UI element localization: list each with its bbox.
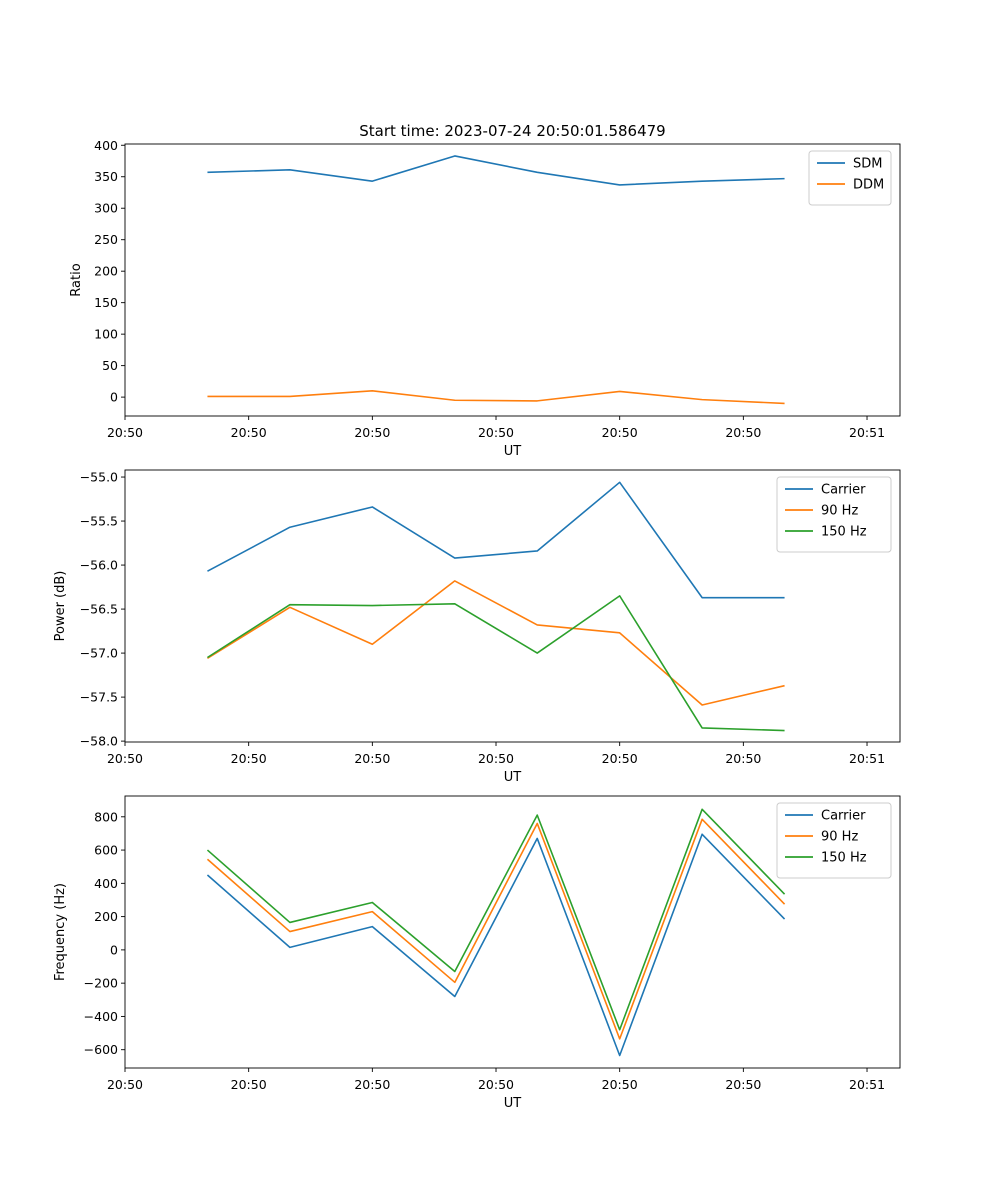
series-line-ddm [207,390,785,405]
x-tick-label: 20:51 [849,425,885,440]
y-tick-label: 350 [94,169,118,184]
x-axis-label: UT [504,770,522,785]
legend-label: Carrier [821,483,866,498]
axes-frame [124,143,901,417]
axes-frame [124,469,901,743]
legend-label: DDM [853,178,884,193]
x-tick-label: 20:50 [231,1077,267,1092]
x-tick-label: 20:50 [107,751,143,766]
y-tick-label: −56.0 [80,558,118,573]
legend: SDM DDM [808,150,892,206]
legend-label: 90 Hz [821,504,858,519]
legend-label: SDM [853,157,882,172]
y-tick-label: −57.5 [80,690,118,705]
x-tick-label: 20:50 [354,1077,390,1092]
chart-panels: 20:50 20:50 20:50 20:50 20:50 20:50 20:51 0 50 10… [53,138,901,1111]
y-tick-label: −55.5 [80,514,118,529]
series-line-150-hz [207,595,785,732]
series-line-90-hz [206,818,786,1040]
x-tick-label: 20:50 [231,425,267,440]
series-line-90-hz [207,580,785,706]
y-tick-label: −200 [84,976,118,991]
legend-frame [776,476,892,553]
x-tick-label: 20:50 [354,751,390,766]
y-tick-label: 150 [94,295,118,310]
y-tick-label: −56.5 [80,602,118,617]
legend-frame [808,150,892,206]
legend-label: 90 Hz [821,830,858,845]
x-tick-label: 20:50 [107,425,143,440]
chart-1: 20:50 20:50 20:50 20:50 20:50 20:50 20:51 0 50 10… [69,138,901,459]
axes-frame [124,795,901,1069]
series-line-150-hz [206,808,786,1031]
y-tick-label: 200 [94,909,118,924]
chart-3: 20:50 20:50 20:50 20:50 20:50 20:50 20:51 −600 −… [53,795,901,1111]
x-axis-label: UT [504,1096,522,1111]
series-line-carrier [206,833,786,1057]
x-tick-label: 20:50 [602,751,638,766]
y-tick-label: 400 [94,876,118,891]
x-tick-label: 20:50 [231,751,267,766]
x-tick-label: 20:50 [602,1077,638,1092]
y-tick-label: −55.0 [80,470,118,485]
y-tick-label: 600 [94,843,118,858]
x-tick-label: 20:50 [354,425,390,440]
y-tick-label: 0 [110,390,118,405]
x-tick-label: 20:50 [107,1077,143,1092]
y-tick-label: 400 [94,138,118,153]
legend-label: Carrier [821,809,866,824]
y-tick-label: 250 [94,232,118,247]
y-tick-label: 100 [94,327,118,342]
y-tick-label: 0 [110,942,118,957]
x-tick-label: 20:51 [849,751,885,766]
y-tick-label: −57.0 [80,646,118,661]
y-tick-label: 50 [102,358,118,373]
y-axis-label: Frequency (Hz) [53,883,68,981]
series-line-carrier [207,481,785,599]
y-tick-label: 300 [94,201,118,216]
legend: Carrier 90 Hz 150 Hz [776,476,892,553]
y-tick-label: −400 [84,1009,118,1024]
x-tick-label: 20:50 [602,425,638,440]
legend-frame [776,802,892,879]
x-tick-label: 20:51 [849,1077,885,1092]
legend: Carrier 90 Hz 150 Hz [776,802,892,879]
series-line-sdm [207,155,785,186]
x-tick-label: 20:50 [478,425,514,440]
legend-label: 150 Hz [821,525,867,540]
y-axis-label: Ratio [69,263,84,296]
legend-label: 150 Hz [821,851,867,866]
x-tick-label: 20:50 [478,751,514,766]
x-axis-label: UT [504,444,522,459]
figure-title: Start time: 2023-07-24 20:50:01.586479 [359,122,665,140]
y-tick-label: 200 [94,264,118,279]
x-tick-label: 20:50 [725,425,761,440]
x-tick-label: 20:50 [478,1077,514,1092]
y-tick-label: −600 [84,1042,118,1057]
y-axis-label: Power (dB) [53,571,68,642]
y-tick-label: −58.0 [80,734,118,749]
x-tick-label: 20:50 [725,1077,761,1092]
chart-2: 20:50 20:50 20:50 20:50 20:50 20:50 20:51 −58.0… [53,469,901,785]
x-tick-label: 20:50 [725,751,761,766]
y-tick-label: 800 [94,809,118,824]
